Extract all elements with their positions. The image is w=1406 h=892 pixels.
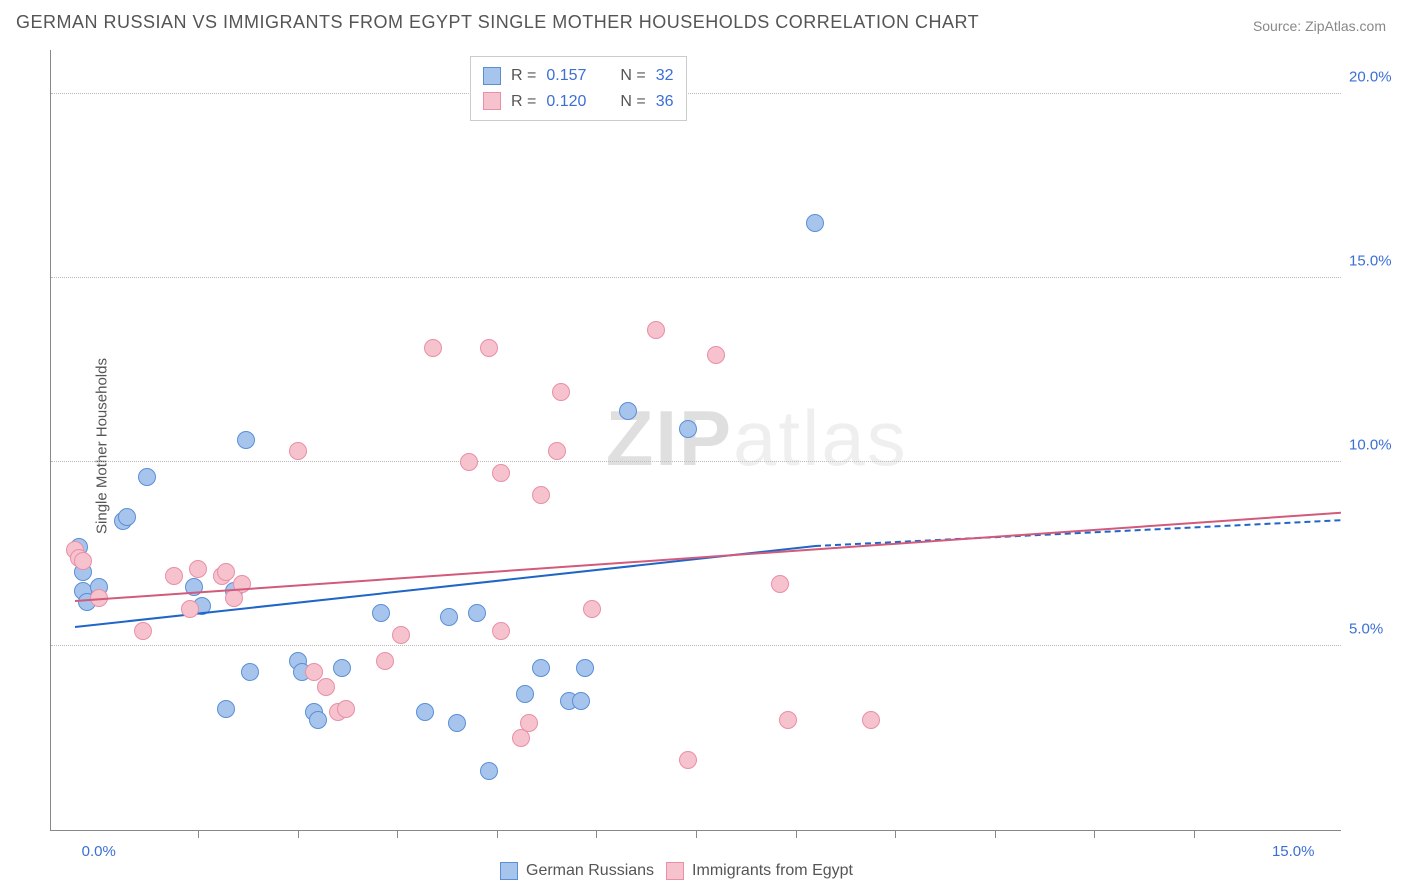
x-tick (596, 830, 597, 838)
scatter-point-egypt_immigrants (165, 567, 183, 585)
legend-label: Immigrants from Egypt (692, 862, 853, 880)
scatter-point-egypt_immigrants (134, 622, 152, 640)
series-legend: German Russians Immigrants from Egypt (500, 862, 853, 880)
stat-r-value: 0.120 (546, 89, 586, 115)
scatter-point-german_russians (333, 659, 351, 677)
legend-item-german_russians: German Russians (500, 862, 654, 880)
scatter-point-german_russians (372, 604, 390, 622)
x-tick (198, 830, 199, 838)
gridline (51, 93, 1341, 94)
scatter-point-german_russians (309, 711, 327, 729)
scatter-point-egypt_immigrants (289, 442, 307, 460)
legend-swatch (500, 862, 518, 880)
scatter-point-german_russians (468, 604, 486, 622)
x-tick (1194, 830, 1195, 838)
scatter-point-german_russians (532, 659, 550, 677)
x-tick (995, 830, 996, 838)
gridline (51, 461, 1341, 462)
stat-n-value: 32 (656, 63, 674, 89)
stat-n-label: N = (620, 63, 645, 89)
x-tick (696, 830, 697, 838)
scatter-point-german_russians (118, 508, 136, 526)
scatter-point-egypt_immigrants (679, 751, 697, 769)
scatter-point-egypt_immigrants (552, 383, 570, 401)
stats-row-german_russians: R = 0.157 N = 32 (483, 63, 674, 89)
scatter-point-egypt_immigrants (492, 622, 510, 640)
scatter-point-egypt_immigrants (317, 678, 335, 696)
scatter-point-egypt_immigrants (189, 560, 207, 578)
y-tick-label: 10.0% (1349, 437, 1406, 454)
scatter-point-egypt_immigrants (779, 711, 797, 729)
y-tick-label: 15.0% (1349, 253, 1406, 270)
scatter-point-german_russians (440, 608, 458, 626)
scatter-point-german_russians (679, 420, 697, 438)
scatter-point-german_russians (480, 762, 498, 780)
scatter-point-egypt_immigrants (392, 626, 410, 644)
scatter-point-german_russians (806, 214, 824, 232)
scatter-point-german_russians (416, 703, 434, 721)
scatter-point-egypt_immigrants (520, 714, 538, 732)
x-tick (1094, 830, 1095, 838)
scatter-point-egypt_immigrants (548, 442, 566, 460)
scatter-point-german_russians (237, 431, 255, 449)
watermark-light: atlas (733, 394, 908, 482)
legend-label: German Russians (526, 862, 654, 880)
legend-swatch (483, 67, 501, 85)
scatter-point-german_russians (572, 692, 590, 710)
chart-title: GERMAN RUSSIAN VS IMMIGRANTS FROM EGYPT … (16, 12, 979, 33)
x-tick (397, 830, 398, 838)
stat-n-value: 36 (656, 89, 674, 115)
x-tick (298, 830, 299, 838)
legend-item-egypt_immigrants: Immigrants from Egypt (666, 862, 853, 880)
plot-area: ZIPatlas 5.0%10.0%15.0%20.0%0.0%15.0% (50, 50, 1341, 831)
stat-r-label: R = (511, 89, 536, 115)
stat-r-value: 0.157 (546, 63, 586, 89)
scatter-point-egypt_immigrants (376, 652, 394, 670)
scatter-point-egypt_immigrants (225, 589, 243, 607)
stat-r-label: R = (511, 63, 536, 89)
x-tick (895, 830, 896, 838)
gridline (51, 277, 1341, 278)
scatter-point-german_russians (516, 685, 534, 703)
scatter-point-german_russians (619, 402, 637, 420)
scatter-point-german_russians (576, 659, 594, 677)
scatter-point-german_russians (138, 468, 156, 486)
scatter-point-egypt_immigrants (217, 563, 235, 581)
scatter-point-egypt_immigrants (492, 464, 510, 482)
scatter-point-egypt_immigrants (707, 346, 725, 364)
legend-swatch (666, 862, 684, 880)
x-tick-label: 0.0% (82, 843, 116, 860)
x-tick (796, 830, 797, 838)
stats-row-egypt_immigrants: R = 0.120 N = 36 (483, 89, 674, 115)
y-tick-label: 20.0% (1349, 69, 1406, 86)
scatter-point-egypt_immigrants (647, 321, 665, 339)
scatter-point-egypt_immigrants (583, 600, 601, 618)
y-tick-label: 5.0% (1349, 621, 1406, 638)
source-attribution: Source: ZipAtlas.com (1253, 18, 1386, 34)
scatter-point-egypt_immigrants (480, 339, 498, 357)
stat-n-label: N = (620, 89, 645, 115)
x-tick-label: 15.0% (1272, 843, 1315, 860)
regression-line (75, 512, 1341, 602)
scatter-point-egypt_immigrants (337, 700, 355, 718)
scatter-point-german_russians (217, 700, 235, 718)
scatter-point-egypt_immigrants (862, 711, 880, 729)
watermark: ZIPatlas (606, 393, 908, 484)
gridline (51, 645, 1341, 646)
x-tick (497, 830, 498, 838)
scatter-point-german_russians (241, 663, 259, 681)
scatter-point-egypt_immigrants (424, 339, 442, 357)
correlation-stats-legend: R = 0.157 N = 32 R = 0.120 N = 36 (470, 56, 687, 121)
scatter-point-egypt_immigrants (460, 453, 478, 471)
legend-swatch (483, 92, 501, 110)
scatter-point-egypt_immigrants (532, 486, 550, 504)
scatter-point-egypt_immigrants (771, 575, 789, 593)
scatter-point-german_russians (448, 714, 466, 732)
scatter-point-egypt_immigrants (74, 552, 92, 570)
scatter-point-egypt_immigrants (181, 600, 199, 618)
